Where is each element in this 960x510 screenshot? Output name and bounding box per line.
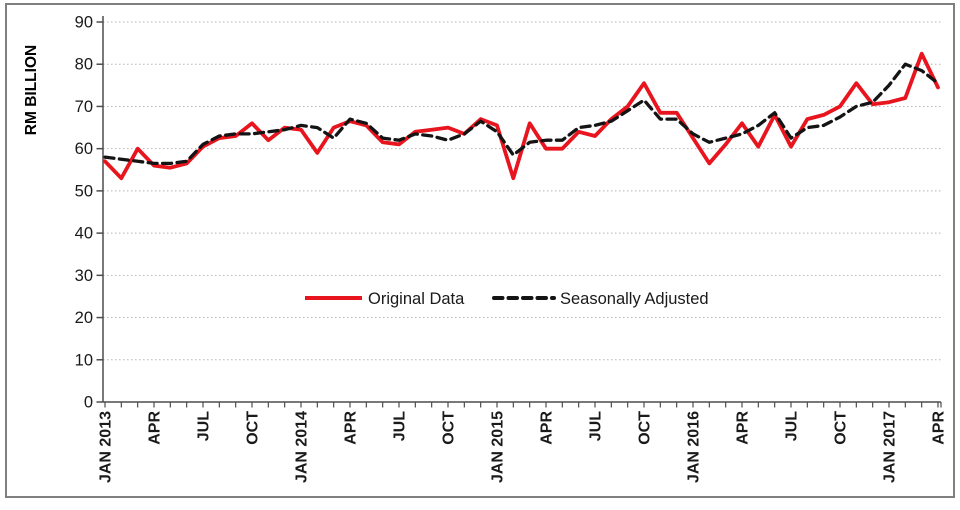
y-axis-ticks: 0 10 20 30 40 50 60 70 80 90 — [75, 14, 103, 412]
y-tick-label: 60 — [75, 140, 93, 158]
x-tick-label: APR — [343, 411, 360, 445]
gridlines — [103, 21, 941, 361]
x-tick-label: JAN 2017 — [882, 411, 899, 483]
y-tick-label: 10 — [75, 351, 93, 369]
x-tick-label: OCT — [637, 411, 654, 445]
x-axis-ticks: JAN 2013 APR JUL OCT JAN 2014 APR JUL OCT JAN 20… — [98, 402, 948, 483]
x-tick-label: OCT — [833, 411, 850, 445]
x-tick-label: JAN 2014 — [294, 411, 311, 483]
x-tick-label: JUL — [196, 411, 213, 441]
x-tick-label: JAN 2015 — [490, 411, 507, 483]
series-original-data — [103, 51, 940, 181]
page-border — [5, 3, 955, 498]
legend-label: Original Data — [368, 290, 465, 308]
x-tick-label: OCT — [245, 411, 262, 445]
y-tick-label: 70 — [75, 98, 93, 116]
legend-item-original-data: Original Data — [305, 290, 465, 308]
x-tick-label: JUL — [588, 411, 605, 441]
y-tick-label: 90 — [75, 14, 93, 32]
x-tick-label: JAN 2013 — [98, 411, 115, 483]
x-tick-label: APR — [147, 411, 164, 445]
y-axis-title: RM BILLION — [23, 45, 40, 135]
y-tick-label: 80 — [75, 56, 93, 74]
y-tick-label: 40 — [75, 225, 93, 243]
series-seasonally-adjusted — [103, 62, 940, 166]
legend: Original Data Seasonally Adjusted — [305, 290, 709, 308]
axes — [102, 16, 941, 403]
legend-item-seasonally-adjusted: Seasonally Adjusted — [492, 290, 709, 308]
x-tick-label: APR — [735, 411, 752, 445]
x-tick-label: JUL — [392, 411, 409, 441]
x-tick-label: JAN 2016 — [686, 411, 703, 483]
series-group — [103, 51, 940, 181]
x-tick-label: JUL — [784, 411, 801, 441]
y-tick-label: 20 — [75, 309, 93, 327]
x-tick-label: APR — [931, 411, 948, 445]
y-tick-label: 0 — [84, 394, 93, 412]
x-tick-label: APR — [539, 411, 556, 445]
y-tick-label: 30 — [75, 267, 93, 285]
x-tick-label: OCT — [441, 411, 458, 445]
y-tick-label: 50 — [75, 182, 93, 200]
legend-label: Seasonally Adjusted — [560, 290, 709, 308]
